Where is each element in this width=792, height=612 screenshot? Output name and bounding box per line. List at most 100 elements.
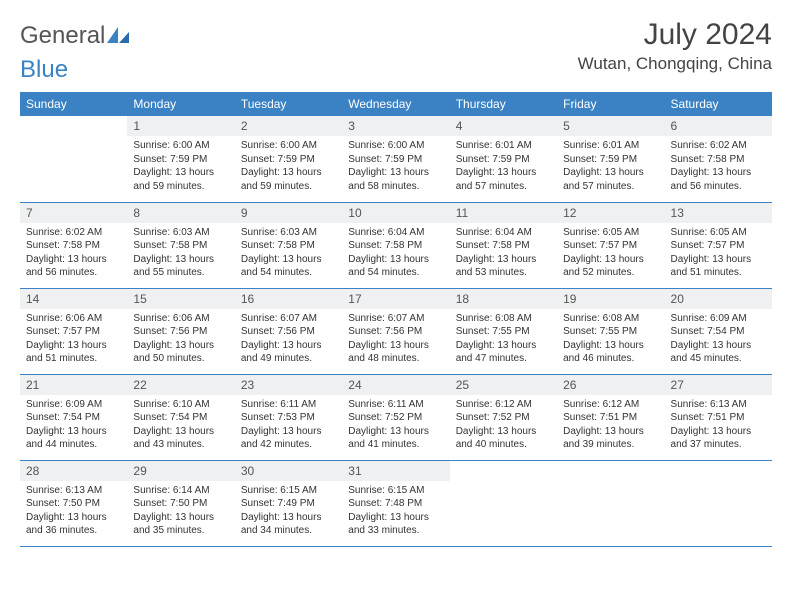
day-number: 3 xyxy=(342,116,449,136)
weekday-header: Wednesday xyxy=(342,92,449,116)
day-line: Sunset: 7:57 PM xyxy=(563,239,658,253)
calendar-day-cell: 23Sunrise: 6:11 AMSunset: 7:53 PMDayligh… xyxy=(235,374,342,460)
day-number: 2 xyxy=(235,116,342,136)
day-line: and 44 minutes. xyxy=(26,438,121,452)
day-line: Sunset: 7:58 PM xyxy=(348,239,443,253)
day-line: Sunset: 7:51 PM xyxy=(563,411,658,425)
day-line: and 57 minutes. xyxy=(563,180,658,194)
day-line: Sunset: 7:51 PM xyxy=(671,411,766,425)
day-line: Sunrise: 6:09 AM xyxy=(671,312,766,326)
day-line: Sunrise: 6:04 AM xyxy=(348,226,443,240)
day-content: Sunrise: 6:04 AMSunset: 7:58 PMDaylight:… xyxy=(450,223,557,286)
day-content: Sunrise: 6:13 AMSunset: 7:50 PMDaylight:… xyxy=(20,481,127,544)
day-line: Daylight: 13 hours xyxy=(133,166,228,180)
weekday-header: Sunday xyxy=(20,92,127,116)
day-line: Daylight: 13 hours xyxy=(563,253,658,267)
day-line: Sunset: 7:59 PM xyxy=(241,153,336,167)
day-line: Daylight: 13 hours xyxy=(456,425,551,439)
calendar-day-cell: 8Sunrise: 6:03 AMSunset: 7:58 PMDaylight… xyxy=(127,202,234,288)
day-line: Daylight: 13 hours xyxy=(456,253,551,267)
day-number: 9 xyxy=(235,203,342,223)
day-line: Sunset: 7:58 PM xyxy=(241,239,336,253)
day-line: and 33 minutes. xyxy=(348,524,443,538)
calendar-day-cell: 1Sunrise: 6:00 AMSunset: 7:59 PMDaylight… xyxy=(127,116,234,202)
day-content: Sunrise: 6:01 AMSunset: 7:59 PMDaylight:… xyxy=(557,136,664,199)
calendar-day-cell: 21Sunrise: 6:09 AMSunset: 7:54 PMDayligh… xyxy=(20,374,127,460)
calendar-day-cell: 25Sunrise: 6:12 AMSunset: 7:52 PMDayligh… xyxy=(450,374,557,460)
calendar-day-cell: 18Sunrise: 6:08 AMSunset: 7:55 PMDayligh… xyxy=(450,288,557,374)
day-line: Daylight: 13 hours xyxy=(241,511,336,525)
day-line: Sunset: 7:53 PM xyxy=(241,411,336,425)
calendar-day-cell: 7Sunrise: 6:02 AMSunset: 7:58 PMDaylight… xyxy=(20,202,127,288)
day-line: Daylight: 13 hours xyxy=(26,425,121,439)
day-number xyxy=(557,461,664,479)
day-line: and 45 minutes. xyxy=(671,352,766,366)
day-number: 26 xyxy=(557,375,664,395)
day-line: Daylight: 13 hours xyxy=(348,166,443,180)
calendar-day-cell: 17Sunrise: 6:07 AMSunset: 7:56 PMDayligh… xyxy=(342,288,449,374)
day-number: 10 xyxy=(342,203,449,223)
day-line: Daylight: 13 hours xyxy=(133,425,228,439)
weekday-header: Friday xyxy=(557,92,664,116)
day-number: 25 xyxy=(450,375,557,395)
day-line: and 52 minutes. xyxy=(563,266,658,280)
day-content: Sunrise: 6:04 AMSunset: 7:58 PMDaylight:… xyxy=(342,223,449,286)
day-content: Sunrise: 6:14 AMSunset: 7:50 PMDaylight:… xyxy=(127,481,234,544)
day-content: Sunrise: 6:07 AMSunset: 7:56 PMDaylight:… xyxy=(235,309,342,372)
day-line: Sunset: 7:59 PM xyxy=(456,153,551,167)
day-line: and 49 minutes. xyxy=(241,352,336,366)
calendar-day-cell: 31Sunrise: 6:15 AMSunset: 7:48 PMDayligh… xyxy=(342,460,449,546)
calendar-day-cell: 4 Sunrise: 6:01 AMSunset: 7:59 PMDaylight… xyxy=(450,116,557,202)
day-number: 4 xyxy=(450,116,557,136)
calendar-day-cell xyxy=(557,460,664,546)
day-line: and 58 minutes. xyxy=(348,180,443,194)
day-number: 16 xyxy=(235,289,342,309)
day-line: Sunset: 7:50 PM xyxy=(26,497,121,511)
day-line: Sunrise: 6:10 AM xyxy=(133,398,228,412)
day-number: 7 xyxy=(20,203,127,223)
day-line: Daylight: 13 hours xyxy=(671,339,766,353)
calendar-day-cell: 30Sunrise: 6:15 AMSunset: 7:49 PMDayligh… xyxy=(235,460,342,546)
day-number: 28 xyxy=(20,461,127,481)
day-number: 30 xyxy=(235,461,342,481)
calendar-week-row: 7Sunrise: 6:02 AMSunset: 7:58 PMDaylight… xyxy=(20,202,772,288)
day-line: Sunset: 7:54 PM xyxy=(671,325,766,339)
day-line: Sunrise: 6:07 AM xyxy=(241,312,336,326)
day-content xyxy=(20,134,127,143)
day-number: 24 xyxy=(342,375,449,395)
day-line: Daylight: 13 hours xyxy=(563,339,658,353)
day-line: Daylight: 13 hours xyxy=(456,166,551,180)
day-line: Daylight: 13 hours xyxy=(133,253,228,267)
day-line: Daylight: 13 hours xyxy=(348,339,443,353)
day-number: 12 xyxy=(557,203,664,223)
calendar-day-cell: 20 Sunrise: 6:09 AMSunset: 7:54 PMDayligh… xyxy=(665,288,772,374)
day-line: Daylight: 13 hours xyxy=(348,425,443,439)
day-line: Sunrise: 6:13 AM xyxy=(671,398,766,412)
day-number: 22 xyxy=(127,375,234,395)
day-number: 11 xyxy=(450,203,557,223)
day-content xyxy=(557,479,664,488)
day-line: Sunrise: 6:01 AM xyxy=(456,139,551,153)
day-content: Sunrise: 6:08 AMSunset: 7:55 PMDaylight:… xyxy=(450,309,557,372)
day-line: and 36 minutes. xyxy=(26,524,121,538)
day-line: and 51 minutes. xyxy=(26,352,121,366)
day-line: Sunrise: 6:15 AM xyxy=(348,484,443,498)
day-number xyxy=(665,461,772,479)
day-content: Sunrise: 6:08 AMSunset: 7:55 PMDaylight:… xyxy=(557,309,664,372)
day-line: Sunset: 7:54 PM xyxy=(133,411,228,425)
day-number xyxy=(20,116,127,134)
day-line: and 48 minutes. xyxy=(348,352,443,366)
day-number: 20 xyxy=(665,289,772,309)
day-line: and 54 minutes. xyxy=(348,266,443,280)
day-number: 13 xyxy=(665,203,772,223)
calendar-day-cell: 3Sunrise: 6:00 AMSunset: 7:59 PMDaylight… xyxy=(342,116,449,202)
day-number: 23 xyxy=(235,375,342,395)
day-content: Sunrise: 6:02 AMSunset: 7:58 PMDaylight:… xyxy=(20,223,127,286)
day-line: Sunset: 7:55 PM xyxy=(456,325,551,339)
weekday-header: Saturday xyxy=(665,92,772,116)
day-line: Sunrise: 6:00 AM xyxy=(133,139,228,153)
weekday-header: Monday xyxy=(127,92,234,116)
day-line: Sunrise: 6:08 AM xyxy=(456,312,551,326)
day-line: Sunrise: 6:02 AM xyxy=(671,139,766,153)
day-line: Daylight: 13 hours xyxy=(671,253,766,267)
